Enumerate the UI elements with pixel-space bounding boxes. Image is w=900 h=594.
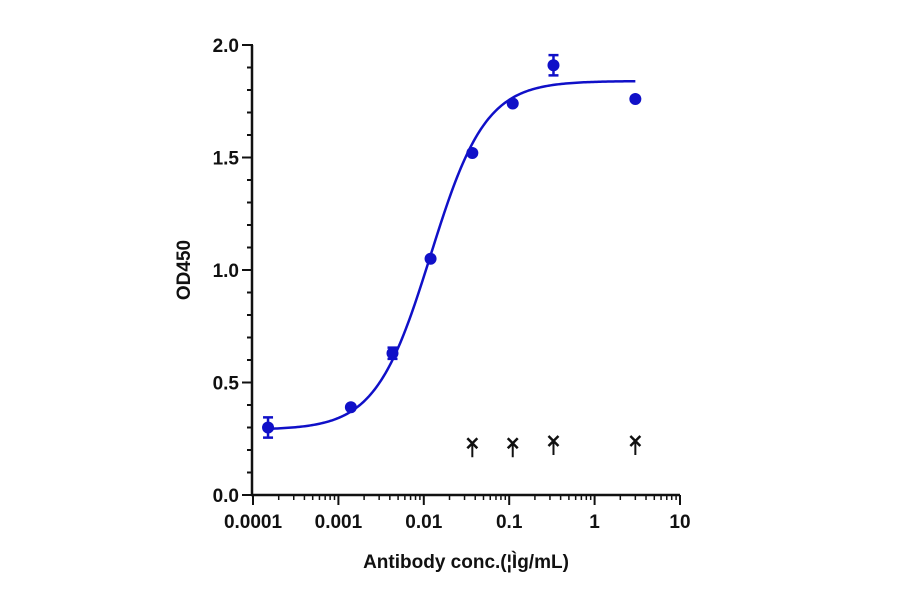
y-tick-label: 1.5 xyxy=(213,149,240,170)
y-tick-label: 0.0 xyxy=(213,486,239,507)
x-tick-label: 0.1 xyxy=(496,512,523,533)
data-point xyxy=(506,97,519,110)
x-tick-label: 0.001 xyxy=(315,512,363,533)
data-point xyxy=(466,147,479,159)
control-marker xyxy=(506,437,519,450)
sigmoid-fit-line xyxy=(267,79,636,431)
data-point xyxy=(629,93,642,105)
fit-curve xyxy=(267,79,636,431)
x-tick-label: 10 xyxy=(669,512,690,533)
control-marker xyxy=(629,435,642,447)
data-point xyxy=(344,401,357,414)
x-tick-label: 1 xyxy=(589,512,600,533)
control-marker xyxy=(466,437,479,450)
data-point xyxy=(547,59,560,72)
x-tick-label: 0.0001 xyxy=(224,512,283,533)
y-tick-label: 1.0 xyxy=(213,261,239,282)
data-point xyxy=(424,252,437,265)
data-point xyxy=(386,347,399,360)
y-tick-label: 2.0 xyxy=(213,36,239,57)
x-tick-label: 0.01 xyxy=(405,512,442,533)
control-marker xyxy=(547,435,560,447)
x-axis-title: Antibody conc.(¦Ìg/mL) xyxy=(363,551,569,573)
data-point xyxy=(262,421,275,434)
axes: 0.0 0.5 1.0 1.5 2.0 0.0001 0.001 0.01 0.1 1 10 xyxy=(213,36,691,533)
y-tick-label: 0.5 xyxy=(213,374,240,395)
control-points xyxy=(466,435,642,458)
data-points xyxy=(262,53,642,439)
y-axis-title: OD450 xyxy=(174,240,195,300)
